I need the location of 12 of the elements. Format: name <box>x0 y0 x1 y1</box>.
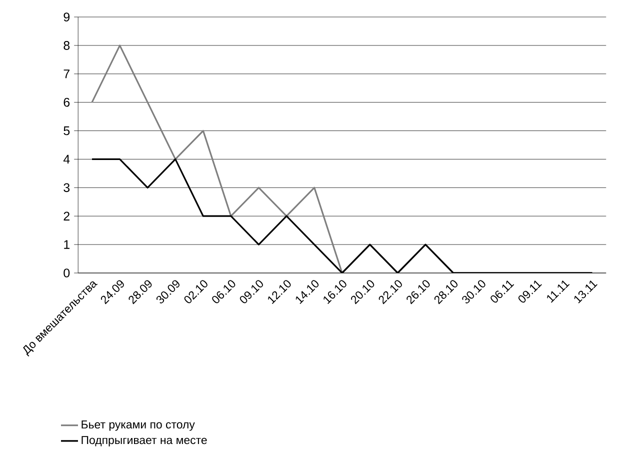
y-tick-label: 0 <box>64 268 70 278</box>
y-tick-label: 9 <box>64 12 70 22</box>
legend-label: Бьет руками по столу <box>82 420 195 431</box>
y-tick-label: 2 <box>64 212 70 220</box>
y-tick-label: 1 <box>64 240 70 249</box>
y-tick-label: 8 <box>64 41 70 50</box>
legend-label: Подпрыгивает на месте <box>82 436 207 446</box>
y-tick-label: 6 <box>64 98 70 107</box>
y-tick-label: 7 <box>64 70 70 78</box>
y-tick-label: 4 <box>63 154 70 164</box>
y-tick-label: 5 <box>64 126 70 136</box>
y-tick-label: 3 <box>64 183 70 192</box>
